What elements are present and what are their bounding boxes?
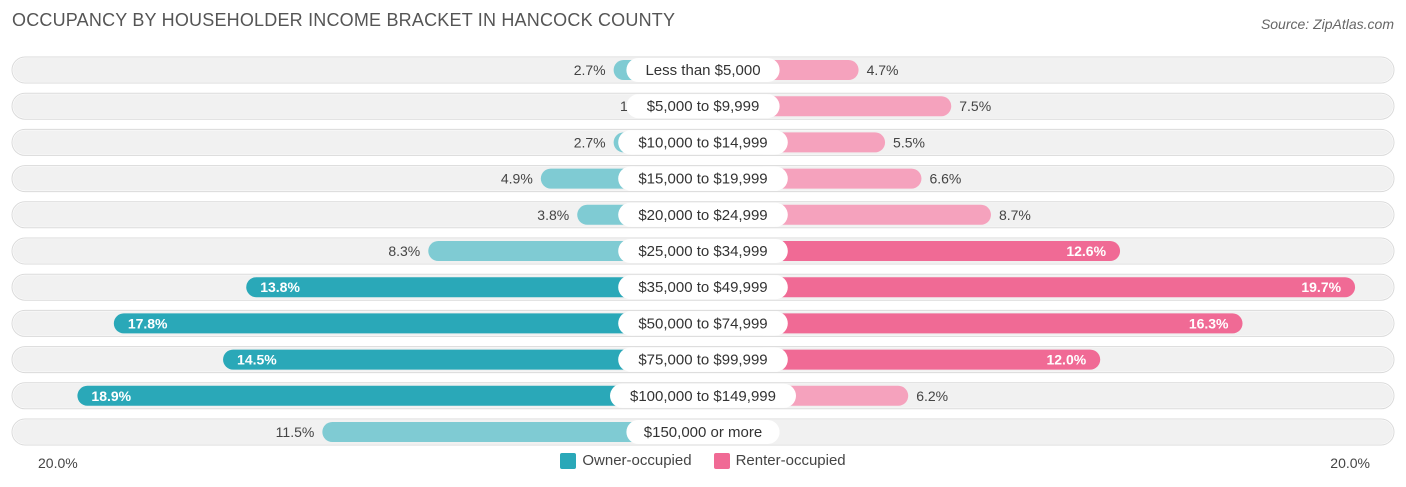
- renter-bar: [703, 277, 1356, 298]
- legend-label-owner: Owner-occupied: [582, 452, 692, 469]
- renter-value-label: 8.7%: [999, 207, 1031, 223]
- renter-bar: [703, 241, 1121, 261]
- renter-value-label: 19.7%: [1301, 279, 1341, 295]
- owner-value-label: 13.8%: [260, 279, 300, 295]
- owner-value-label: 17.8%: [128, 315, 168, 331]
- category-label-pill: [618, 239, 788, 263]
- axis-label-left: 20.0%: [38, 455, 78, 471]
- category-label-pill: [618, 347, 788, 372]
- renter-bar: [703, 349, 1101, 370]
- legend-item-renter: Renter-occupied: [713, 452, 846, 469]
- category-label-pill: [618, 130, 788, 155]
- legend: Owner-occupied Renter-occupied: [0, 452, 1406, 469]
- chart-title: OCCUPANCY BY HOUSEHOLDER INCOME BRACKET …: [12, 10, 676, 30]
- owner-value-label: 18.9%: [91, 388, 131, 404]
- diverging-bar-chart: 2.7%4.7%Less than $5,0001.3%7.5%$5,000 t…: [11, 56, 1395, 446]
- category-label: $150,000 or more: [644, 424, 762, 441]
- category-label: $75,000 to $99,999: [638, 352, 767, 369]
- category-label: $50,000 to $74,999: [638, 315, 767, 332]
- owner-bar: [113, 313, 703, 334]
- category-label: $15,000 to $19,999: [638, 171, 767, 188]
- owner-value-label: 3.8%: [537, 207, 569, 223]
- category-label-pill: [626, 420, 780, 444]
- owner-value-label: 2.7%: [574, 134, 606, 150]
- category-label-pill: [618, 275, 788, 300]
- category-label-pill: [626, 94, 780, 119]
- category-label-pill: [610, 383, 796, 408]
- category-label: $25,000 to $34,999: [638, 243, 767, 260]
- renter-value-label: 16.3%: [1189, 315, 1229, 331]
- renter-value-label: 6.6%: [929, 171, 961, 187]
- category-label: $35,000 to $49,999: [638, 279, 767, 296]
- owner-value-label: 8.3%: [388, 243, 420, 259]
- owner-value-label: 2.7%: [574, 62, 606, 78]
- category-label: $100,000 to $149,999: [630, 388, 776, 405]
- axis-label-right: 20.0%: [1330, 455, 1370, 471]
- legend-item-owner: Owner-occupied: [560, 452, 692, 469]
- category-label: $20,000 to $24,999: [638, 207, 767, 224]
- renter-value-label: 12.0%: [1046, 352, 1086, 368]
- category-label: $10,000 to $14,999: [638, 134, 767, 151]
- owner-bar: [77, 385, 703, 406]
- legend-swatch-owner: [560, 452, 577, 469]
- owner-bar: [223, 349, 704, 370]
- owner-value-label: 4.9%: [501, 171, 533, 187]
- category-label: $5,000 to $9,999: [647, 98, 760, 115]
- owner-value-label: 14.5%: [237, 352, 277, 368]
- owner-bar: [322, 422, 703, 442]
- source-credit: Source: ZipAtlas.com: [1260, 16, 1394, 32]
- renter-value-label: 4.7%: [867, 62, 899, 78]
- owner-value-label: 11.5%: [276, 424, 315, 440]
- legend-swatch-renter: [713, 452, 730, 469]
- renter-value-label: 7.5%: [959, 98, 991, 114]
- category-label-pill: [618, 311, 788, 336]
- renter-bar: [703, 313, 1243, 334]
- category-label-pill: [618, 166, 788, 191]
- renter-value-label: 12.6%: [1066, 243, 1106, 259]
- renter-value-label: 6.2%: [916, 388, 948, 404]
- legend-label-renter: Renter-occupied: [735, 452, 846, 469]
- category-label-pill: [618, 202, 788, 227]
- category-label: Less than $5,000: [645, 62, 760, 79]
- category-label-pill: [626, 58, 780, 82]
- renter-value-label: 5.5%: [893, 134, 925, 150]
- owner-bar: [246, 277, 703, 298]
